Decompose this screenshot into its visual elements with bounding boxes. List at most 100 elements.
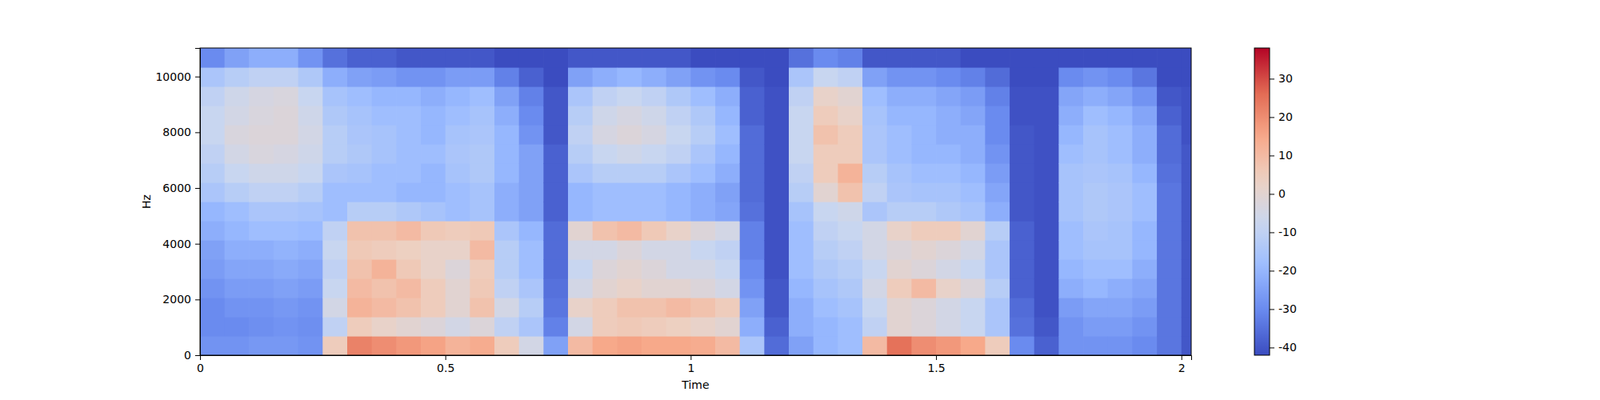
heatmap-cell xyxy=(420,67,446,88)
heatmap-cell xyxy=(911,163,936,184)
heatmap-cell xyxy=(592,316,618,337)
heatmap-cell xyxy=(984,144,1010,164)
heatmap-cell xyxy=(347,201,372,222)
heatmap-cell xyxy=(224,297,250,318)
heatmap-cell xyxy=(911,240,936,260)
heatmap-cell xyxy=(273,336,299,356)
heatmap-cell xyxy=(1132,201,1157,222)
heatmap-cell xyxy=(740,201,765,222)
x-axis-tick-label: 0 xyxy=(196,361,204,375)
heatmap-cell xyxy=(248,144,274,164)
y-axis-title: Hz xyxy=(140,194,153,209)
y-axis-tick: 8000 xyxy=(162,125,200,139)
heatmap-cell xyxy=(396,220,421,241)
heatmap-cell xyxy=(568,105,593,126)
heatmap-cell xyxy=(936,336,961,356)
heatmap-cell xyxy=(200,316,225,337)
heatmap-cell xyxy=(322,259,348,280)
heatmap-cell xyxy=(1083,201,1108,222)
heatmap-cell xyxy=(887,144,912,164)
heatmap-cell xyxy=(1009,336,1035,356)
heatmap-cell xyxy=(372,240,397,260)
heatmap-cell xyxy=(224,259,250,280)
heatmap-cell xyxy=(690,336,716,356)
heatmap-cell xyxy=(764,86,789,107)
heatmap-cell xyxy=(396,278,421,299)
heatmap-cell xyxy=(494,48,520,68)
heatmap-cell xyxy=(984,86,1010,107)
heatmap-cell xyxy=(641,220,667,241)
heatmap-cell xyxy=(788,259,814,280)
heatmap-cell xyxy=(372,105,397,126)
heatmap-cell xyxy=(224,86,250,107)
heatmap-cell xyxy=(224,163,250,184)
heatmap-cell xyxy=(519,144,544,164)
heatmap-cell xyxy=(616,144,642,164)
heatmap-cell xyxy=(1156,86,1182,107)
y-axis-tick-mark xyxy=(195,355,200,356)
heatmap-cell xyxy=(347,124,372,145)
heatmap-cell xyxy=(420,240,446,260)
heatmap-cell xyxy=(788,105,814,126)
heatmap-cell xyxy=(445,144,471,164)
heatmap-cell xyxy=(641,182,667,203)
heatmap-cell xyxy=(911,144,936,164)
heatmap-cell xyxy=(911,48,936,68)
heatmap-cell xyxy=(469,144,495,164)
heatmap-cell xyxy=(887,124,912,145)
heatmap-cell xyxy=(592,240,618,260)
heatmap-cell xyxy=(224,201,250,222)
x-axis-tick: 1 xyxy=(687,355,695,375)
heatmap-cell xyxy=(347,278,372,299)
y-axis-tick: 4000 xyxy=(162,237,200,251)
heatmap-cell xyxy=(813,86,839,107)
heatmap-cell xyxy=(494,163,520,184)
heatmap-cell xyxy=(469,163,495,184)
heatmap-cell xyxy=(200,67,225,88)
heatmap-cell xyxy=(224,336,250,356)
heatmap-cell xyxy=(322,144,348,164)
heatmap-cell xyxy=(1009,163,1035,184)
heatmap-cell xyxy=(1009,297,1035,318)
heatmap-cell xyxy=(592,124,618,145)
heatmap-cell xyxy=(788,220,814,241)
heatmap-cell xyxy=(469,316,495,337)
heatmap-cell xyxy=(396,297,421,318)
heatmap-cell xyxy=(1009,86,1035,107)
heatmap-cell xyxy=(1058,201,1084,222)
heatmap-cell xyxy=(1181,316,1192,337)
heatmap-cell xyxy=(1132,163,1157,184)
heatmap-cell xyxy=(1156,316,1182,337)
heatmap-cells xyxy=(200,48,1192,356)
heatmap-cell xyxy=(519,316,544,337)
heatmap-cell xyxy=(322,240,348,260)
heatmap-cell xyxy=(740,182,765,203)
heatmap-cell xyxy=(396,124,421,145)
heatmap-cell xyxy=(445,182,471,203)
heatmap-cell xyxy=(347,336,372,356)
heatmap-cell xyxy=(1156,163,1182,184)
heatmap-cell xyxy=(445,278,471,299)
heatmap-cell xyxy=(960,316,986,337)
heatmap-cell xyxy=(740,86,765,107)
heatmap-cell xyxy=(862,240,888,260)
heatmap-cell xyxy=(445,336,471,356)
heatmap-cell xyxy=(519,220,544,241)
heatmap-cell xyxy=(1034,278,1060,299)
heatmap-cell xyxy=(887,220,912,241)
y-axis-tick-mark xyxy=(195,76,200,78)
colorbar-axis-tick-mark xyxy=(1269,270,1275,272)
chart: 00.511.520200040006000800010000TimeHz-40… xyxy=(0,0,1600,400)
heatmap-cell xyxy=(764,67,789,88)
heatmap-cell xyxy=(1156,278,1182,299)
heatmap-cell xyxy=(911,67,936,88)
heatmap-cell xyxy=(690,220,716,241)
colorbar-axis-tick-mark xyxy=(1269,116,1275,118)
heatmap-cell xyxy=(1009,182,1035,203)
heatmap-cell xyxy=(616,336,642,356)
heatmap-cell xyxy=(543,48,568,68)
heatmap-cell xyxy=(248,259,274,280)
heatmap-cell xyxy=(568,220,593,241)
heatmap-cell xyxy=(322,182,348,203)
heatmap-cell xyxy=(298,278,324,299)
